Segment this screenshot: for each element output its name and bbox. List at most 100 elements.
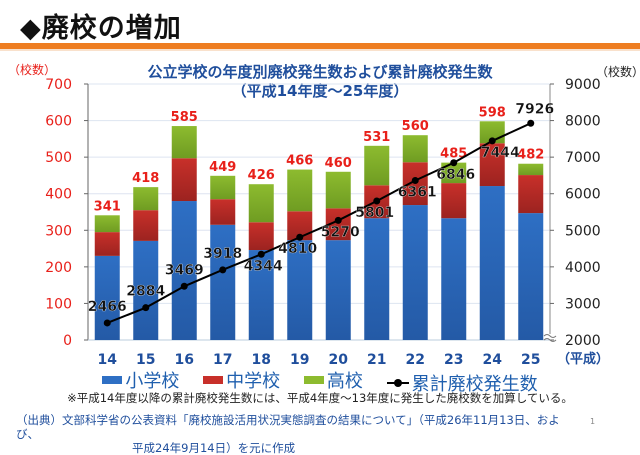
bar-segment-junior-high — [210, 199, 236, 225]
x-axis-tick-label: 23 — [444, 352, 463, 368]
bar-total-label: 531 — [363, 130, 390, 145]
cumulative-point — [180, 282, 188, 290]
x-axis-tick-label: 24 — [483, 352, 503, 368]
legend-swatch-junior-high — [203, 376, 224, 384]
bar-segment-high-school — [133, 187, 159, 211]
left-axis-tick-label: 300 — [45, 223, 72, 239]
bar-total-label: 466 — [286, 154, 313, 169]
bar-segment-junior-high — [441, 183, 467, 219]
cumulative-point — [257, 250, 265, 258]
title-underline — [0, 43, 640, 49]
legend-line-marker-icon — [386, 379, 409, 387]
bar-segment-junior-high — [94, 232, 120, 256]
cumulative-point-label: 3469 — [165, 262, 204, 278]
left-axis-unit: （校数） — [8, 63, 57, 77]
bar-segment-high-school — [248, 184, 274, 223]
right-axis-tick-label: 3000 — [565, 296, 601, 312]
bar-segment-junior-high — [479, 143, 505, 187]
bar-segment-elementary — [248, 250, 274, 340]
cumulative-point — [334, 216, 342, 224]
bar-segment-high-school — [325, 171, 351, 209]
right-axis-tick-label: 6000 — [565, 187, 601, 203]
cumulative-point — [527, 119, 535, 127]
source-line-2: 平成24年9月14日）を元に作成 — [132, 441, 296, 455]
right-axis-tick-label: 4000 — [565, 260, 601, 276]
legend-item-cumulative: 累計廃校発生数 — [386, 370, 538, 396]
cumulative-point — [411, 177, 419, 185]
cumulative-point-label: 4810 — [278, 241, 317, 257]
source-citation: （出典）文部科学省の公表資料「廃校施設活用状況実態調査の結果について」（平成26… — [16, 413, 576, 455]
cumulative-point-label: 5801 — [355, 205, 394, 221]
legend-item-high-school: 高校 — [303, 367, 363, 393]
x-axis-tick-label: 25 — [521, 352, 540, 368]
legend-item-elementary: 小学校 — [102, 367, 179, 393]
bar-segment-elementary — [210, 224, 236, 340]
bar-total-label: 341 — [94, 199, 121, 214]
bar-segment-elementary — [479, 186, 505, 340]
bar-segment-high-school — [402, 135, 428, 163]
x-axis-tick-label: 18 — [252, 352, 271, 368]
bar-segment-high-school — [94, 215, 120, 233]
cumulative-point — [142, 304, 150, 312]
legend-swatch-elementary — [102, 376, 123, 384]
right-axis-tick-label: 7000 — [565, 150, 601, 166]
bar-total-label: 426 — [248, 168, 275, 183]
right-axis-unit: （校数） — [596, 65, 640, 79]
x-axis-tick-label: 17 — [213, 352, 232, 368]
right-axis-tick-label: 5000 — [565, 223, 601, 239]
left-axis-tick-label: 600 — [45, 114, 72, 130]
source-line-1: （出典）文部科学省の公表資料「廃校施設活用状況実態調査の結果について」（平成26… — [16, 413, 560, 441]
x-axis-tick-label: 22 — [406, 352, 425, 368]
legend-label-high-school: 高校 — [326, 371, 363, 392]
left-axis-tick-label: 0 — [63, 333, 72, 349]
left-axis-tick-label: 500 — [45, 150, 72, 166]
bar-segment-elementary — [133, 240, 159, 340]
bar-segment-elementary — [325, 240, 351, 340]
bar-segment-high-school — [210, 175, 236, 200]
bar-segment-elementary — [171, 201, 197, 340]
left-axis-tick-label: 700 — [45, 77, 72, 93]
chart-canvas: 0 100 200 300 400 500 600 700 2000 3000 4000 5000 60… — [45, 77, 609, 368]
cumulative-point-label: 6846 — [436, 167, 475, 183]
bar-segment-elementary — [364, 218, 390, 340]
left-axis-tick-label: 200 — [45, 260, 72, 276]
bar-segment-high-school — [518, 163, 544, 176]
cumulative-point-label: 7926 — [515, 101, 554, 117]
cumulative-point-label: 3918 — [203, 246, 242, 262]
bar-segment-elementary — [441, 218, 467, 340]
left-axis-tick-label: 100 — [45, 296, 72, 312]
legend-label-junior-high: 中学校 — [226, 371, 281, 392]
cumulative-point-label: 4344 — [244, 258, 283, 274]
legend-item-junior-high: 中学校 — [203, 367, 280, 393]
bar-total-label: 560 — [402, 119, 429, 134]
bar-segment-elementary — [287, 240, 313, 340]
cumulative-point-label: 6361 — [398, 185, 437, 201]
x-axis-tick-label: 16 — [175, 352, 194, 368]
bar-segment-junior-high — [518, 175, 544, 214]
bar-total-label: 585 — [171, 110, 198, 125]
cumulative-point-label: 5270 — [321, 224, 360, 240]
bar-total-label: 598 — [479, 105, 506, 120]
cumulative-point — [488, 137, 496, 145]
bar-segment-high-school — [287, 169, 313, 212]
footnote: ※平成14年度以降の累計廃校発生数には、平成4年度～13年度に発生した廃校数を加… — [67, 391, 573, 405]
cumulative-point — [296, 233, 304, 241]
bar-segment-elementary — [94, 255, 120, 340]
legend-label-cumulative: 累計廃校発生数 — [411, 374, 538, 395]
cumulative-point — [373, 197, 381, 205]
right-axis-tick-label: 9000 — [565, 77, 601, 93]
x-axis-tick-label: 20 — [329, 352, 349, 368]
x-axis-tick-label: 14 — [98, 352, 118, 368]
bar-segment-junior-high — [171, 158, 197, 202]
cumulative-point-label: 2466 — [88, 299, 127, 315]
bar-segment-elementary — [518, 213, 544, 340]
bar-total-label: 418 — [132, 171, 159, 186]
bar-total-label: 482 — [517, 148, 544, 163]
bar-total-label: 449 — [209, 160, 236, 175]
title-underline-shadow — [0, 49, 640, 51]
legend-swatch-high-school — [303, 376, 324, 384]
bar-segment-junior-high — [133, 210, 159, 241]
cumulative-point — [103, 319, 111, 327]
page-number: 1 — [590, 417, 596, 426]
x-axis-tick-label: 15 — [136, 352, 155, 368]
